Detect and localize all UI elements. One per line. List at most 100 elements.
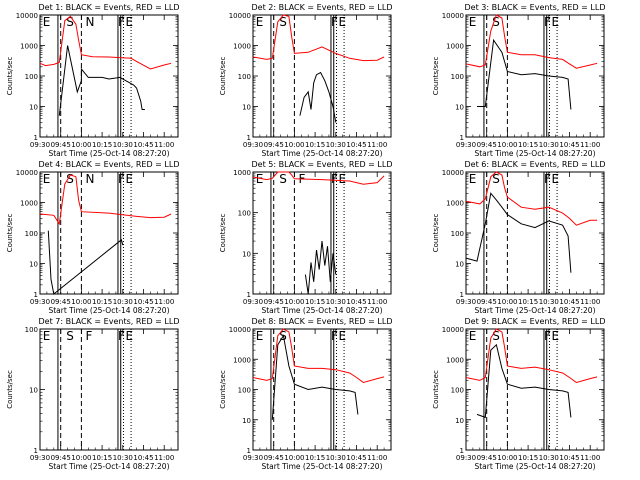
data-series — [465, 328, 598, 384]
x-tick-label: 09:45 — [477, 454, 497, 462]
event-letter: E — [256, 15, 264, 29]
y-tick-label: 100 — [451, 230, 464, 238]
event-letter: F — [331, 172, 338, 186]
x-tick-label: 10:00 — [284, 454, 304, 462]
x-tick-label: 11:00 — [154, 298, 174, 306]
y-tick-label: 100 — [25, 73, 38, 81]
x-tick-label: 10:00 — [284, 298, 304, 306]
y-tick-label: 1 — [460, 447, 464, 455]
x-tick-label: 09:45 — [51, 298, 71, 306]
y-tick-label: 1000 — [233, 43, 251, 51]
x-tick-label: 10:45 — [133, 141, 153, 149]
x-tick-label: 10:30 — [113, 298, 133, 306]
data-series — [58, 45, 145, 116]
event-letter: S — [66, 172, 74, 186]
y-tick-label: 1000 — [20, 200, 38, 208]
event-letter: F — [544, 329, 551, 343]
y-axis-label: Counts/sec — [6, 370, 14, 409]
event-letter: E — [552, 329, 560, 343]
x-tick-label: 09:30 — [456, 298, 476, 306]
x-tick-label: 10:45 — [559, 454, 579, 462]
event-letter: E — [126, 172, 134, 186]
y-tick-label: 100 — [238, 210, 251, 218]
y-tick-label: 1 — [460, 291, 464, 299]
y-tick-label: 100 — [238, 73, 251, 81]
event-letter: S — [279, 172, 287, 186]
x-tick-label: 10:15 — [305, 141, 325, 149]
y-axis-label: Counts/sec — [432, 214, 440, 253]
event-letter: E — [126, 329, 134, 343]
x-tick-label: 10:30 — [113, 454, 133, 462]
y-tick-label: 1000 — [233, 169, 251, 177]
x-tick-label: 10:15 — [92, 454, 112, 462]
x-tick-label: 09:30 — [243, 454, 263, 462]
x-tick-label: 09:30 — [243, 298, 263, 306]
y-axis-label: Counts/sec — [6, 214, 14, 253]
event-letter: E — [469, 15, 477, 29]
x-tick-label: 10:30 — [539, 298, 559, 306]
x-axis-label: Start Time (25-Oct-14 08:27:20) — [48, 149, 169, 158]
x-tick-label: 10:00 — [71, 454, 91, 462]
detector-panel: Det 8: BLACK = Events, RED = LLD Counts/s… — [219, 317, 392, 471]
x-tick-label: 10:30 — [326, 298, 346, 306]
panel-title: Det 5: BLACK = Events, RED = LLD — [252, 160, 393, 169]
data-series — [39, 174, 172, 226]
event-letter: N — [86, 15, 95, 29]
event-letter: E — [43, 172, 51, 186]
event-letter: E — [469, 172, 477, 186]
x-tick-label: 10:15 — [92, 141, 112, 149]
x-axis-label: Start Time (25-Oct-14 08:27:20) — [474, 462, 595, 471]
y-tick-label: 10 — [455, 417, 464, 425]
x-axis-label: Start Time (25-Oct-14 08:27:20) — [48, 306, 169, 315]
event-letter: E — [43, 329, 51, 343]
y-tick-label: 1 — [247, 291, 251, 299]
x-tick-label: 10:00 — [497, 141, 517, 149]
x-tick-label: 10:15 — [518, 454, 538, 462]
x-tick-label: 10:45 — [133, 454, 153, 462]
x-tick-label: 09:30 — [243, 141, 263, 149]
event-letter: S — [492, 329, 500, 343]
x-tick-label: 10:45 — [559, 141, 579, 149]
y-axis-label: Counts/sec — [6, 57, 14, 96]
panel-title: Det 4: BLACK = Events, RED = LLD — [39, 160, 180, 169]
detector-panel: Det 4: BLACK = Events, RED = LLD Counts/s… — [6, 160, 179, 315]
data-series — [252, 171, 385, 185]
event-letter: F — [331, 15, 338, 29]
x-axis-label: Start Time (25-Oct-14 08:27:20) — [474, 149, 595, 158]
y-tick-label: 100 — [25, 326, 38, 334]
event-letter: E — [126, 15, 134, 29]
x-tick-label: 10:15 — [518, 141, 538, 149]
panel-title: Det 8: BLACK = Events, RED = LLD — [252, 317, 393, 326]
y-tick-label: 1 — [34, 134, 38, 142]
event-letter: F — [544, 172, 551, 186]
data-series — [271, 334, 359, 420]
x-tick-label: 09:30 — [30, 141, 50, 149]
event-letter: F — [118, 329, 125, 343]
data-series — [465, 171, 598, 226]
event-letter: E — [339, 172, 347, 186]
x-tick-label: 10:30 — [539, 454, 559, 462]
y-tick-label: 10000 — [229, 326, 251, 334]
y-tick-label: 1000 — [233, 356, 251, 364]
y-tick-label: 1 — [247, 447, 251, 455]
y-axis-label: Counts/sec — [219, 57, 227, 96]
data-series — [477, 38, 572, 110]
x-tick-label: 10:30 — [326, 454, 346, 462]
event-letter: F — [544, 15, 551, 29]
x-tick-label: 09:30 — [456, 454, 476, 462]
y-tick-label: 1000 — [446, 200, 464, 208]
event-letter: E — [339, 15, 347, 29]
y-tick-label: 10 — [242, 250, 251, 258]
event-letter: E — [43, 15, 51, 29]
y-tick-label: 1 — [460, 134, 464, 142]
x-tick-label: 10:45 — [133, 298, 153, 306]
y-tick-label: 10 — [455, 261, 464, 269]
event-letter: F — [331, 329, 338, 343]
x-tick-label: 10:00 — [497, 298, 517, 306]
y-tick-label: 10000 — [442, 169, 464, 177]
x-tick-label: 10:00 — [284, 141, 304, 149]
x-axis-label: Start Time (25-Oct-14 08:27:20) — [48, 462, 169, 471]
event-letter: E — [256, 329, 264, 343]
event-letter: N — [86, 172, 95, 186]
panel-title: Det 9: BLACK = Events, RED = LLD — [465, 317, 606, 326]
